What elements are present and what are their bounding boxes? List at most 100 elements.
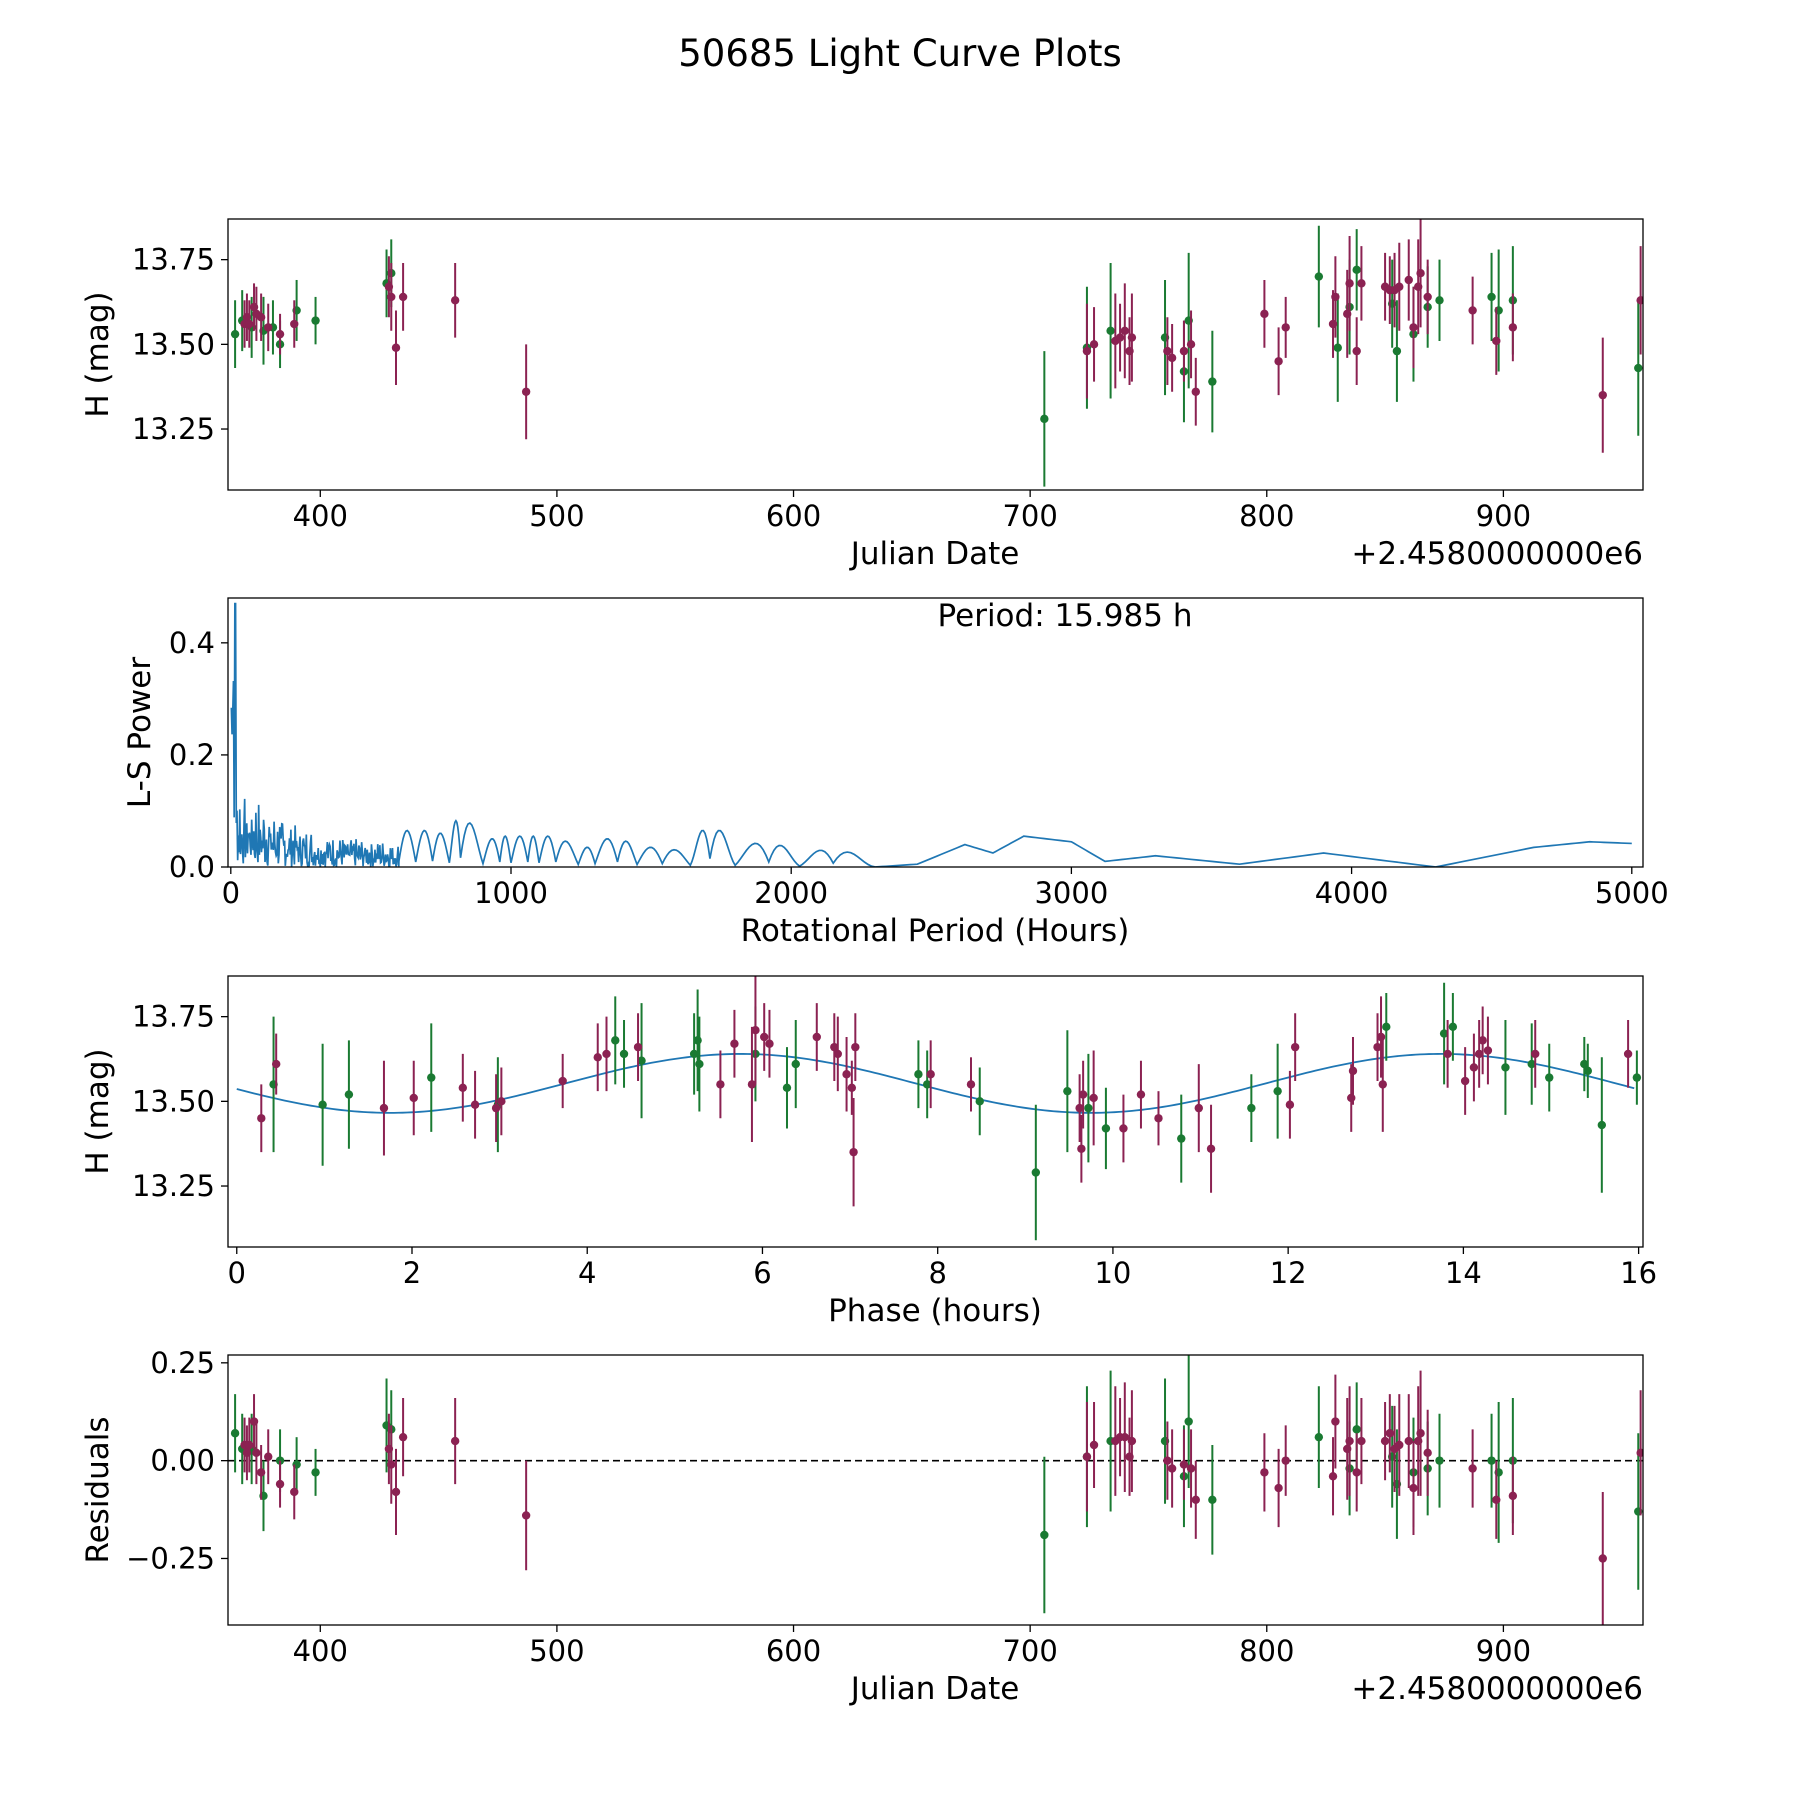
data-point [695, 1059, 704, 1069]
x-tick-label: 2000 [754, 876, 828, 910]
data-point [1331, 1417, 1340, 1426]
data-point [1527, 1059, 1536, 1069]
data-point [1598, 390, 1607, 400]
x-tick-label: 800 [1239, 1634, 1294, 1668]
data-point [1179, 1460, 1189, 1469]
data-point [1439, 1029, 1449, 1038]
data-point [1501, 1063, 1510, 1072]
data-point [1469, 1063, 1479, 1072]
data-point [926, 1070, 935, 1079]
data-point [1404, 1436, 1413, 1446]
data-point [470, 1100, 480, 1109]
data-point [1077, 1144, 1086, 1153]
panel-phased: 0 2 4 6 8 10 12 14 16 13.25 13.50 13.75 Phase (hours… [80, 975, 1657, 1329]
period-annotation: Period: 15.985 h [938, 598, 1193, 634]
data-point [1347, 1093, 1356, 1103]
data-point [1328, 1472, 1338, 1481]
y-axis-label: H (mag) [80, 291, 116, 417]
y-tick-label: 0.25 [150, 1346, 215, 1380]
data-point [1435, 296, 1444, 305]
data-point [830, 1042, 839, 1052]
data-point [730, 1039, 739, 1048]
data-point [689, 1049, 699, 1059]
x-axis-label: Phase (hours) [828, 1293, 1042, 1329]
data-point [1136, 1090, 1146, 1099]
series-green-filter [230, 1355, 1643, 1614]
data-point [521, 387, 531, 396]
data-point [637, 1056, 646, 1065]
plot-area [230, 602, 1632, 867]
data-point [849, 1147, 858, 1157]
data-point [290, 319, 299, 329]
data-point [1163, 1456, 1172, 1465]
data-point [1468, 1464, 1477, 1473]
data-point [1063, 1086, 1072, 1096]
x-offset-label: +2.4580000000e6 [1351, 536, 1643, 572]
data-point [1333, 343, 1342, 352]
data-point [1106, 326, 1115, 335]
y-tick-label: 13.25 [132, 412, 215, 446]
data-point [1392, 346, 1402, 356]
data-point [1636, 296, 1643, 305]
data-point [245, 319, 254, 329]
data-point [1423, 1448, 1432, 1458]
series-green-filter [230, 225, 1643, 487]
data-point [1597, 1120, 1607, 1130]
data-point [1492, 1495, 1501, 1504]
data-point [1274, 357, 1283, 366]
x-tick-label: 4000 [1315, 876, 1389, 910]
data-point [847, 1083, 857, 1092]
data-point [491, 1103, 501, 1113]
y-axis-label: L-S Power [122, 657, 158, 808]
series-green-filter [269, 982, 1642, 1241]
data-point [256, 1468, 266, 1477]
data-point [1247, 1103, 1256, 1113]
data-point [1373, 1042, 1382, 1052]
data-point [257, 1114, 266, 1123]
x-tick-label: 800 [1239, 499, 1294, 533]
data-point [1031, 1168, 1041, 1177]
data-point [256, 313, 266, 322]
data-point [271, 1059, 281, 1069]
axes-frame [227, 597, 1644, 868]
data-point [1119, 1124, 1128, 1133]
x-tick-label: 500 [529, 499, 584, 533]
data-point [1395, 1440, 1404, 1450]
series-purple-filter [240, 1370, 1643, 1625]
data-point [230, 329, 240, 339]
data-point [497, 1097, 506, 1106]
data-point [245, 1440, 254, 1450]
data-point [1376, 1032, 1386, 1042]
x-tick-label: 400 [293, 499, 348, 533]
data-point [290, 1487, 299, 1497]
data-point [1460, 1076, 1470, 1086]
data-point [450, 1436, 460, 1446]
data-point [1206, 1144, 1216, 1153]
x-tick-label: 6 [753, 1256, 771, 1290]
data-point [1409, 323, 1418, 332]
data-point [1191, 1495, 1200, 1504]
data-point [1483, 1046, 1493, 1055]
data-point [1314, 272, 1324, 281]
data-point [391, 343, 401, 352]
data-point [842, 1070, 851, 1079]
data-point [1208, 377, 1217, 386]
data-point [747, 1080, 757, 1089]
data-point [1281, 1456, 1290, 1465]
data-point [1127, 1436, 1137, 1446]
figure-title: 50685 Light Curve Plots [678, 32, 1122, 75]
x-tick-label: 500 [529, 1634, 584, 1668]
y-tick-label: 0.2 [169, 738, 215, 772]
data-point [1184, 1417, 1193, 1426]
data-point [1478, 1036, 1487, 1045]
data-point [450, 296, 460, 305]
x-tick-label: 2 [403, 1256, 421, 1290]
periodogram-line [230, 602, 1632, 867]
x-tick-label: 3000 [1034, 876, 1108, 910]
data-point [1352, 1425, 1361, 1434]
data-point [398, 1432, 408, 1442]
data-point [1290, 1042, 1300, 1052]
data-point [1395, 282, 1404, 291]
x-tick-label: 600 [766, 1634, 821, 1668]
data-point [1167, 353, 1177, 363]
